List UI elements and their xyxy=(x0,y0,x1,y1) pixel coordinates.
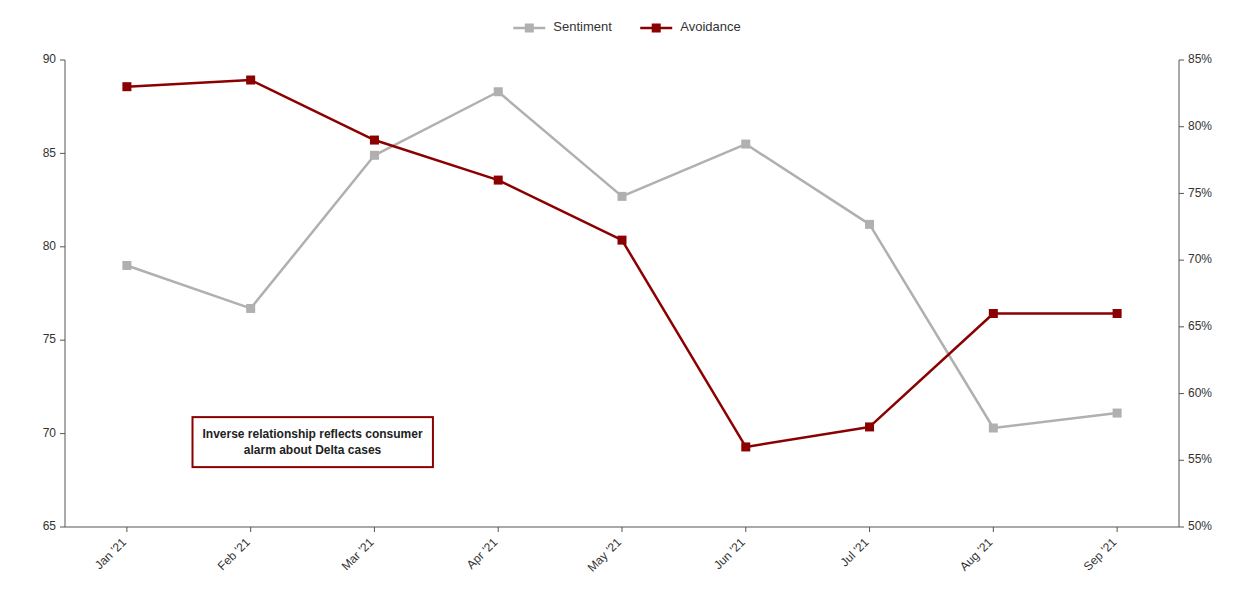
y2-tick-label: 50% xyxy=(1188,519,1212,533)
y-tick xyxy=(60,433,65,434)
y-tick-label: 80 xyxy=(43,239,57,253)
axes: 65 70 75 80 85 90 50% 55% 60% 65% 70% 75% 80% 85% Jan … xyxy=(43,52,1213,574)
x-tick-label: Feb '21 xyxy=(215,535,253,573)
series-marker xyxy=(741,442,750,451)
legend-swatch-marker xyxy=(525,24,534,33)
y-tick xyxy=(60,246,65,247)
series-marker xyxy=(494,87,503,96)
series-marker xyxy=(1113,309,1122,318)
y-tick-label: 70 xyxy=(43,426,57,440)
x-tick xyxy=(250,527,251,532)
y2-tick-label: 60% xyxy=(1188,386,1212,400)
y2-tick xyxy=(1179,260,1184,261)
y2-tick-label: 70% xyxy=(1188,252,1212,266)
y-tick-label: 90 xyxy=(43,52,57,66)
background xyxy=(0,0,1254,607)
series-1 xyxy=(122,76,1121,452)
series-marker xyxy=(989,423,998,432)
y2-tick-label: 80% xyxy=(1188,119,1212,133)
series-line xyxy=(127,92,1117,428)
y-tick-label: 75 xyxy=(43,332,57,346)
x-tick xyxy=(745,527,746,532)
x-tick xyxy=(498,527,499,532)
series-marker xyxy=(618,236,627,245)
plot-area xyxy=(122,76,1121,452)
y-tick xyxy=(60,527,65,528)
series-marker xyxy=(741,140,750,149)
y-tick xyxy=(60,340,65,341)
legend-label: Avoidance xyxy=(680,19,740,34)
x-tick-label: Jun '21 xyxy=(711,535,748,572)
x-tick xyxy=(622,527,623,532)
series-marker xyxy=(865,422,874,431)
series-marker xyxy=(370,151,379,160)
chart-container: 65 70 75 80 85 90 50% 55% 60% 65% 70% 75% 80% 85% Jan … xyxy=(0,0,1254,607)
y2-tick-label: 55% xyxy=(1188,452,1212,466)
series-marker xyxy=(246,304,255,313)
x-tick xyxy=(374,527,375,532)
x-tick-label: Mar '21 xyxy=(339,535,377,573)
x-tick-label: Jan '21 xyxy=(92,535,129,572)
y2-tick-label: 85% xyxy=(1188,52,1212,66)
y2-tick xyxy=(1179,326,1184,327)
y2-tick xyxy=(1179,60,1184,61)
x-tick xyxy=(869,527,870,532)
series-marker xyxy=(494,176,503,185)
x-tick-label: Apr '21 xyxy=(464,535,501,572)
x-tick-label: Jul '21 xyxy=(838,535,872,569)
legend-item: Sentiment xyxy=(513,19,612,34)
y-tick xyxy=(60,153,65,154)
x-tick-label: Sep '21 xyxy=(1081,535,1120,574)
series-0 xyxy=(122,87,1121,432)
chart-svg: 65 70 75 80 85 90 50% 55% 60% 65% 70% 75% 80% 85% Jan … xyxy=(0,0,1254,607)
series-marker xyxy=(1113,409,1122,418)
series-marker xyxy=(989,309,998,318)
annotation-line: alarm about Delta cases xyxy=(244,443,382,457)
annotation-box xyxy=(193,417,433,467)
y2-tick xyxy=(1179,393,1184,394)
x-tick xyxy=(1117,527,1118,532)
legend-item: Avoidance xyxy=(640,19,740,34)
series-marker xyxy=(370,136,379,145)
annotation-text: Inverse relationship reflects consumer al… xyxy=(203,427,423,457)
y2-tick-label: 65% xyxy=(1188,319,1212,333)
x-tick xyxy=(993,527,994,532)
y-tick xyxy=(60,60,65,61)
x-tick-label: May '21 xyxy=(585,535,625,575)
x-tick-label: Aug '21 xyxy=(957,535,996,574)
y-axis-line xyxy=(65,60,66,527)
series-marker xyxy=(865,220,874,229)
y-tick-label: 85 xyxy=(43,146,57,160)
series-line xyxy=(127,80,1117,447)
y2-axis-line xyxy=(1179,60,1180,527)
y2-tick-label: 75% xyxy=(1188,186,1212,200)
series-marker xyxy=(122,82,131,91)
annotation-line: Inverse relationship reflects consumer xyxy=(203,427,423,441)
y2-tick xyxy=(1179,193,1184,194)
series-marker xyxy=(618,192,627,201)
annotation: Inverse relationship reflects consumer al… xyxy=(193,417,433,467)
y-tick-label: 65 xyxy=(43,519,57,533)
y2-tick xyxy=(1179,460,1184,461)
legend: Sentiment Avoidance xyxy=(513,19,740,34)
y2-tick xyxy=(1179,126,1184,127)
y2-tick xyxy=(1179,527,1184,528)
legend-swatch-marker xyxy=(652,24,661,33)
series-marker xyxy=(122,261,131,270)
x-tick xyxy=(126,527,127,532)
legend-label: Sentiment xyxy=(553,19,612,34)
series-marker xyxy=(246,76,255,85)
